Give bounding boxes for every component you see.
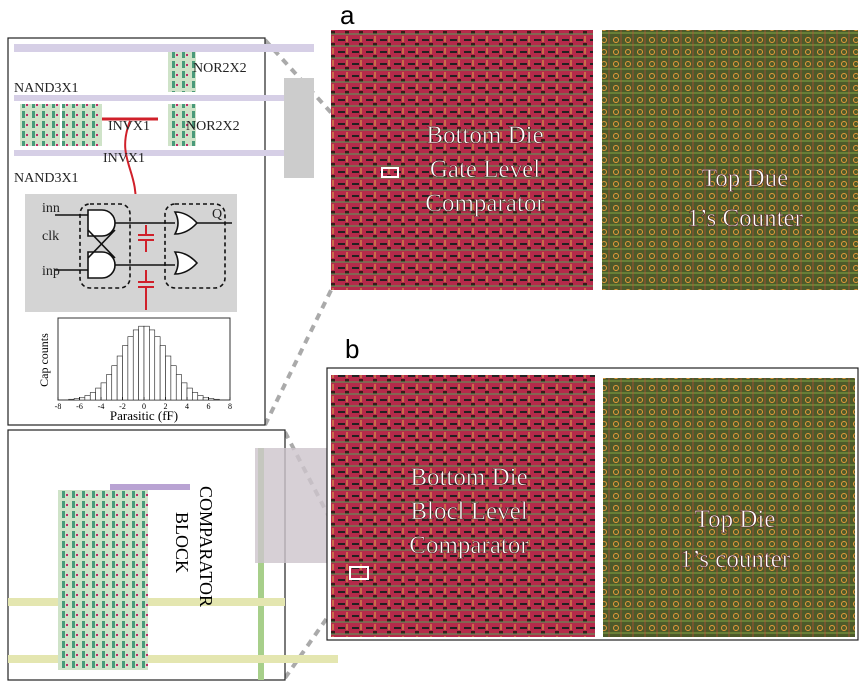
caption-line: Blocl Level: [410, 498, 527, 525]
x-tick-label: -6: [76, 402, 83, 411]
panel-label: b: [345, 334, 359, 364]
x-axis-label: Parasitic (fF): [110, 408, 178, 423]
x-tick-label: -8: [55, 402, 62, 411]
histogram-bar: [101, 383, 106, 400]
histogram-bar: [171, 366, 176, 400]
caption-line: Comparator: [425, 190, 545, 217]
cell-label: NAND3X1: [14, 81, 79, 96]
histogram-bar: [144, 326, 149, 400]
cell-label: NOR2X2: [193, 61, 247, 76]
input-label: inn: [42, 201, 60, 216]
cell-label: NOR2X2: [186, 119, 240, 134]
histogram-bar: [192, 393, 197, 400]
histogram-bar: [149, 330, 154, 400]
x-tick-label: 8: [228, 402, 232, 411]
histogram-bar: [176, 375, 181, 400]
histogram-bar: [160, 346, 165, 400]
histogram-bar: [133, 330, 138, 400]
caption-line: 1’s Counter: [687, 205, 804, 232]
caption-line: Comparator: [409, 532, 529, 559]
panel-label: a: [340, 0, 355, 30]
histogram-bar: [203, 398, 208, 400]
input-label: clk: [42, 229, 59, 244]
histogram-bar: [80, 398, 85, 400]
cell-label: INVX1: [108, 119, 150, 134]
caption-line: Bottom Die: [426, 122, 543, 149]
histogram-bar: [106, 375, 111, 400]
caption-line: Top Due: [702, 165, 788, 192]
histogram-bar: [198, 396, 203, 400]
caption-line: Bottom Die: [410, 464, 527, 491]
histogram-bar: [96, 388, 101, 400]
x-tick-label: 6: [207, 402, 211, 411]
block-label: COMPARATOR: [196, 486, 216, 607]
input-label: inp: [42, 264, 60, 279]
cell-label: NAND3X1: [14, 171, 79, 186]
output-label: Q: [212, 207, 222, 222]
histogram-bar: [74, 399, 79, 400]
cell-label: INVX1: [103, 151, 145, 166]
caption-line: Top Die: [695, 506, 776, 533]
y-axis-label: Cap counts: [37, 333, 51, 387]
caption-line: Gate Level: [430, 156, 540, 183]
histogram-bar: [112, 366, 117, 400]
figure: NOR2X2 NAND3X1 INVX1 NOR2X2 INVX1 NAND3X…: [0, 0, 859, 682]
histogram-bar: [90, 393, 95, 400]
histogram-bar: [182, 383, 187, 400]
histogram-bar: [128, 337, 133, 400]
x-tick-label: 4: [185, 402, 189, 411]
histogram-bar: [117, 356, 122, 400]
histogram-bar: [209, 399, 214, 400]
x-tick-label: -4: [98, 402, 105, 411]
top-die-image: [602, 30, 858, 290]
histogram-bar: [166, 356, 171, 400]
caption-line: 1’s counter: [680, 546, 791, 573]
histogram-bar: [123, 346, 128, 400]
histogram-bar: [69, 399, 74, 400]
histogram-bar: [139, 326, 144, 400]
histogram-bar: [214, 399, 219, 400]
histogram-bar: [187, 388, 192, 400]
block-label: BLOCK: [172, 512, 192, 573]
histogram-bar: [155, 337, 160, 400]
histogram-bar: [85, 396, 90, 400]
